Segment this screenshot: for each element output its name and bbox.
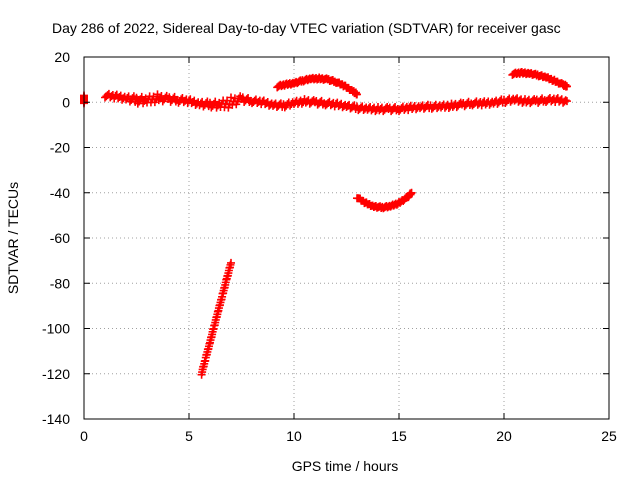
series-steep-line — [197, 258, 235, 379]
y-tick-label: -140 — [42, 411, 70, 427]
x-tick-label: 15 — [391, 428, 407, 444]
data-point — [137, 92, 146, 101]
x-tick-label: 25 — [601, 428, 617, 444]
series-arc-lower — [353, 188, 416, 213]
y-tick-label: -120 — [42, 366, 70, 382]
y-tick-label: 0 — [62, 94, 70, 110]
series-arc-upper-evening — [508, 67, 571, 91]
y-tick-label: -20 — [50, 140, 70, 156]
data-point — [227, 258, 235, 267]
axis-ticks: 0 5 10 15 20 25 -140 -120 -100 -80 -60 -40 -20 0 20 — [42, 49, 617, 444]
x-tick-label: 20 — [496, 428, 512, 444]
data-point — [353, 90, 361, 99]
x-axis-label: GPS time / hours — [292, 458, 399, 474]
x-tick-label: 0 — [80, 428, 88, 444]
chart-title: Day 286 of 2022, Sidereal Day-to-day VTE… — [52, 20, 561, 36]
y-tick-label: -40 — [50, 185, 70, 201]
series-arc-upper-midday — [273, 73, 361, 99]
grid-lines — [84, 57, 609, 419]
y-tick-label: -100 — [42, 321, 70, 337]
y-axis-label: SDTVAR / TECUs — [5, 182, 21, 294]
y-tick-label: 20 — [54, 49, 70, 65]
y-tick-label: -80 — [50, 275, 70, 291]
data-point — [563, 82, 571, 91]
data-point — [444, 103, 453, 112]
data-point — [297, 99, 306, 108]
series-main-band — [101, 89, 571, 116]
data-points — [80, 67, 571, 379]
x-tick-label: 10 — [286, 428, 302, 444]
y-tick-label: -60 — [50, 230, 70, 246]
x-tick-label: 5 — [185, 428, 193, 444]
plot-frame — [83, 56, 610, 420]
data-point — [561, 96, 570, 105]
data-point — [563, 97, 571, 106]
data-point — [407, 188, 416, 197]
